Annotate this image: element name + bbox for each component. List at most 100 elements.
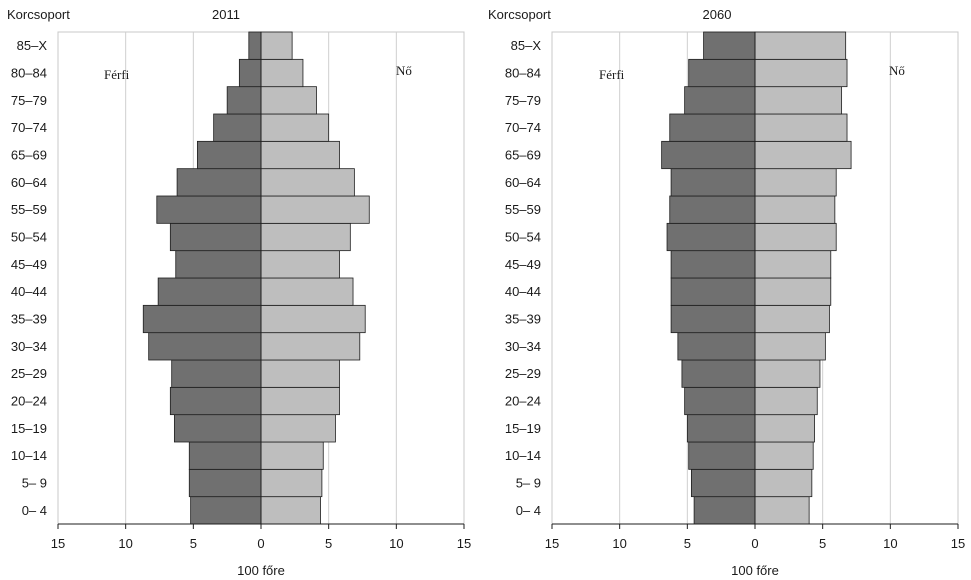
category-label: 55–59 [11, 202, 47, 217]
bar-male-30–34 [148, 332, 262, 361]
bar-female-10–14 [754, 441, 814, 470]
category-label: 45–49 [11, 257, 47, 272]
bar-female-40–44 [260, 277, 354, 306]
bar-male-40–44 [157, 277, 262, 306]
x-tick-label: 15 [951, 536, 965, 551]
x-tick-label: 5 [684, 536, 691, 551]
chart-panel-2060: 0– 4 5– 9 10–14 15–19 20–24 25–29 30–34 35–39 40… [488, 7, 965, 578]
x-tick-label: 5 [325, 536, 332, 551]
bar-male-75–79 [684, 86, 756, 115]
bar-male-45–49 [670, 250, 756, 279]
bar-female-65–69 [260, 140, 340, 170]
bar-male-35–39 [670, 304, 756, 334]
category-label: 50–54 [505, 230, 541, 245]
x-axis-title: 100 főre [731, 563, 779, 578]
bar-male-45–49 [175, 250, 262, 279]
bar-female-0–4 [754, 496, 810, 525]
category-label: 10–14 [505, 448, 541, 463]
category-label: 70–74 [505, 120, 541, 135]
bar-female-0–4 [260, 496, 321, 525]
bar-male-35–39 [142, 304, 262, 334]
bar-female-30–34 [754, 332, 826, 361]
bar-female-55–59 [754, 195, 836, 224]
bar-male-85–X [703, 31, 756, 60]
series-label-female: Nő [396, 63, 412, 78]
bar-female-60–64 [754, 168, 837, 197]
bar-female-25–29 [260, 359, 340, 388]
x-axis-title: 100 főre [237, 563, 285, 578]
category-label: 85–X [17, 38, 48, 53]
bar-female-70–74 [754, 113, 848, 142]
category-label: 75–79 [11, 93, 47, 108]
category-label: 35–39 [11, 312, 47, 327]
x-tick-label: 15 [51, 536, 65, 551]
bar-male-30–34 [677, 332, 756, 361]
bar-female-80–84 [754, 58, 848, 88]
bar-male-25–29 [171, 359, 262, 388]
x-tick-label: 0 [751, 536, 758, 551]
category-label: 80–84 [11, 66, 47, 81]
category-label: 0– 4 [516, 503, 541, 518]
chart-title: 2011 [212, 7, 240, 22]
category-label: 35–39 [505, 312, 541, 327]
bar-female-20–24 [754, 386, 818, 416]
bar-female-40–44 [754, 277, 832, 306]
bar-female-45–49 [754, 250, 832, 279]
bar-female-35–39 [754, 304, 830, 334]
bar-male-75–79 [226, 86, 262, 115]
x-tick-label: 10 [883, 536, 897, 551]
category-label: 50–54 [11, 230, 47, 245]
bar-female-45–49 [260, 250, 340, 279]
bar-male-0–4 [693, 496, 756, 525]
bar-male-20–24 [684, 386, 756, 416]
bar-male-80–84 [688, 58, 756, 88]
chart-title: 2060 [703, 7, 732, 22]
category-label: 15–19 [11, 421, 47, 436]
chart-panel-2011: 0– 4 5– 9 10–14 15–19 20–24 25–29 30–34 35–39 40… [7, 7, 471, 578]
bar-female-5–9 [754, 468, 813, 498]
bar-male-50–54 [666, 222, 756, 252]
bar-male-65–69 [196, 140, 262, 170]
category-label: 60–64 [505, 175, 541, 190]
x-tick-label: 10 [389, 536, 403, 551]
category-label: 60–64 [11, 175, 47, 190]
bar-female-30–34 [260, 332, 361, 361]
x-tick-label: 5 [190, 536, 197, 551]
series-label-female: Nő [889, 63, 905, 78]
bar-male-80–84 [238, 58, 262, 88]
bar-female-20–24 [260, 386, 340, 416]
bar-male-55–59 [669, 195, 756, 224]
bar-female-85–X [260, 31, 293, 60]
category-label: 40–44 [11, 284, 47, 299]
category-label: 45–49 [505, 257, 541, 272]
category-label: 75–79 [505, 93, 541, 108]
x-tick-label: 10 [612, 536, 626, 551]
category-label: 10–14 [11, 448, 47, 463]
bar-female-80–84 [260, 58, 304, 88]
category-label: 80–84 [505, 66, 541, 81]
bar-male-0–4 [190, 496, 262, 525]
x-tick-label: 5 [819, 536, 826, 551]
series-label-male: Férfi [599, 67, 625, 82]
bar-female-10–14 [260, 441, 324, 470]
x-tick-label: 15 [545, 536, 559, 551]
category-label: 40–44 [505, 284, 541, 299]
bar-female-70–74 [260, 113, 330, 142]
bar-male-60–64 [670, 168, 756, 197]
bar-male-10–14 [688, 441, 756, 470]
category-label: 30–34 [505, 339, 541, 354]
bar-male-15–19 [686, 414, 756, 443]
category-label: 70–74 [11, 120, 47, 135]
x-tick-label: 10 [118, 536, 132, 551]
bar-male-40–44 [670, 277, 756, 306]
bar-male-10–14 [188, 441, 262, 470]
bar-male-65–69 [661, 140, 756, 170]
bar-female-50–54 [754, 222, 837, 252]
y-axis-title: Korcsoport [488, 7, 551, 22]
bar-female-85–X [754, 31, 847, 60]
bar-male-55–59 [156, 195, 262, 224]
bar-male-20–24 [169, 386, 262, 416]
bar-female-50–54 [260, 222, 351, 252]
bar-male-70–74 [213, 113, 262, 142]
